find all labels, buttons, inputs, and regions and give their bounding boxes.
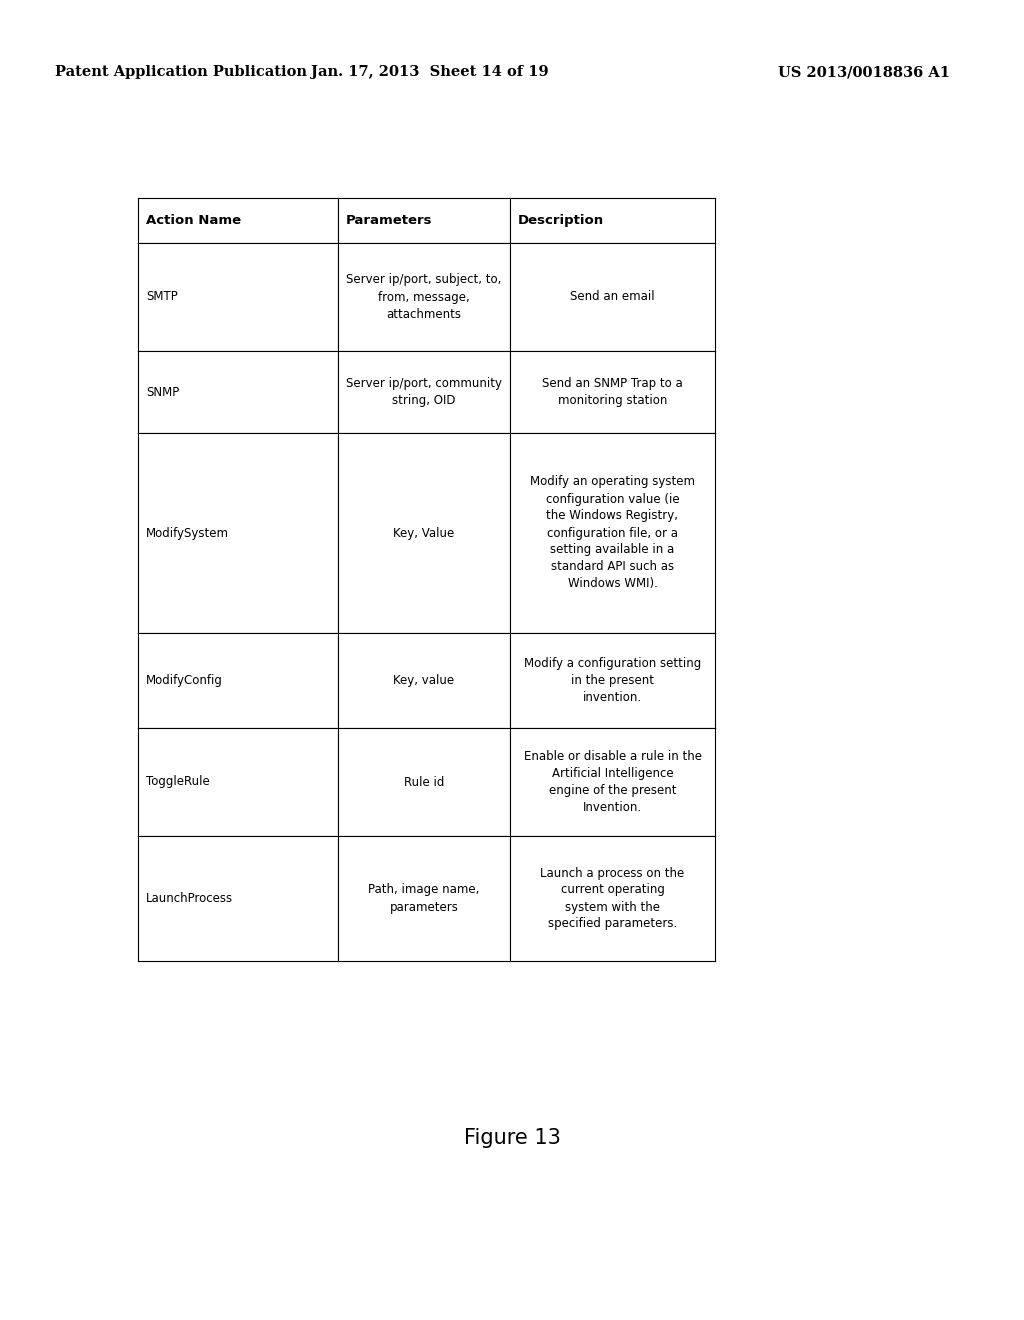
Text: Description: Description [518, 214, 604, 227]
Text: Patent Application Publication: Patent Application Publication [55, 65, 307, 79]
Text: Server ip/port, subject, to,
from, message,
attachments: Server ip/port, subject, to, from, messa… [346, 273, 502, 321]
Text: Modify a configuration setting
in the present
invention.: Modify a configuration setting in the pr… [524, 657, 701, 704]
Text: Send an email: Send an email [570, 290, 654, 304]
Text: Action Name: Action Name [146, 214, 241, 227]
Text: Figure 13: Figure 13 [464, 1129, 560, 1148]
Text: ToggleRule: ToggleRule [146, 776, 210, 788]
Text: ModifySystem: ModifySystem [146, 527, 229, 540]
Text: Server ip/port, community
string, OID: Server ip/port, community string, OID [346, 378, 502, 407]
Text: Key, Value: Key, Value [393, 527, 455, 540]
Text: Key, value: Key, value [393, 675, 455, 686]
Text: Path, image name,
parameters: Path, image name, parameters [369, 883, 479, 913]
Text: Jan. 17, 2013  Sheet 14 of 19: Jan. 17, 2013 Sheet 14 of 19 [311, 65, 549, 79]
Text: SMTP: SMTP [146, 290, 178, 304]
Text: ModifyConfig: ModifyConfig [146, 675, 223, 686]
Text: Rule id: Rule id [403, 776, 444, 788]
Text: Modify an operating system
configuration value (ie
the Windows Registry,
configu: Modify an operating system configuration… [530, 475, 695, 590]
Text: LaunchProcess: LaunchProcess [146, 892, 233, 906]
Text: Send an SNMP Trap to a
monitoring station: Send an SNMP Trap to a monitoring statio… [542, 378, 683, 407]
Text: SNMP: SNMP [146, 385, 179, 399]
Text: US 2013/0018836 A1: US 2013/0018836 A1 [778, 65, 950, 79]
Text: Launch a process on the
current operating
system with the
specified parameters.: Launch a process on the current operatin… [541, 866, 685, 931]
Text: Parameters: Parameters [346, 214, 432, 227]
Text: Enable or disable a rule in the
Artificial Intelligence
engine of the present
In: Enable or disable a rule in the Artifici… [523, 750, 701, 814]
